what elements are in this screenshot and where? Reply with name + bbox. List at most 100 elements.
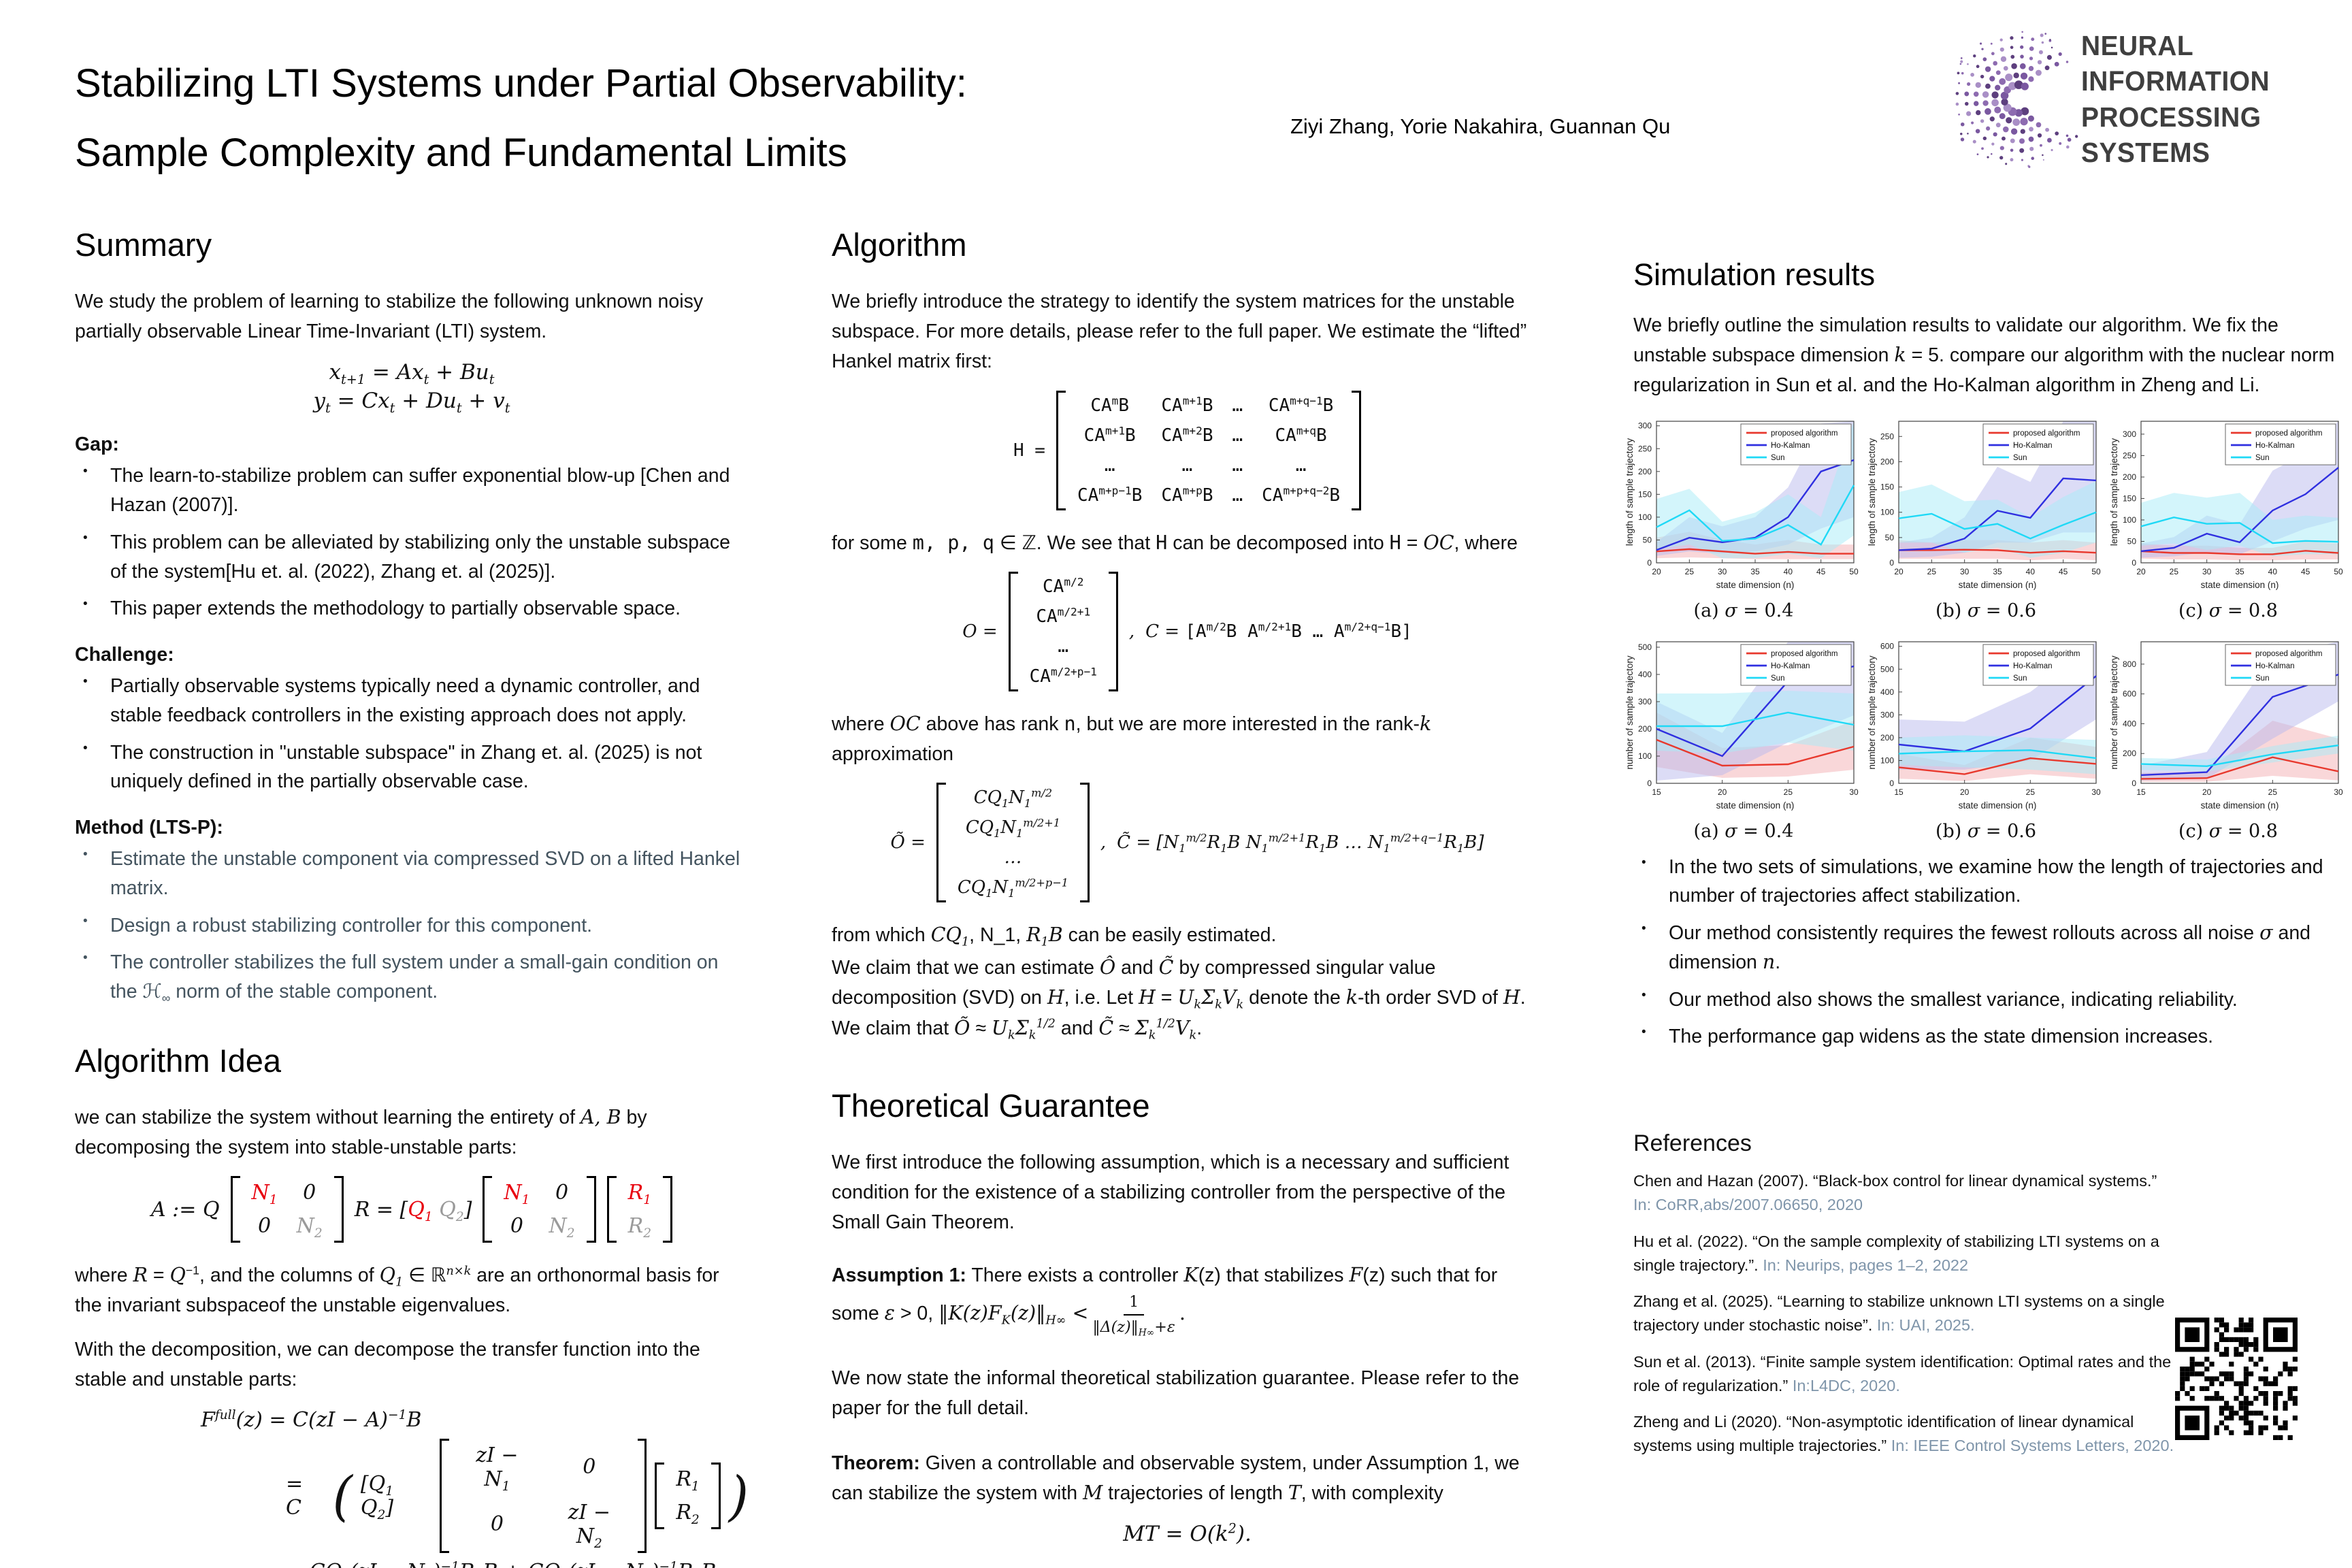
title-line2: Sample Complexity and Fundamental Limits [75,130,847,175]
simulation-intro: We briefly outline the simulation result… [1633,314,2335,397]
list-item: This problem can be alleviated by stabil… [75,528,749,587]
svg-text:length of sample trajectory: length of sample trajectory [2109,438,2119,546]
svg-text:400: 400 [1880,687,1894,696]
svg-text:proposed algorithm: proposed algorithm [1771,429,1838,438]
svg-text:proposed algorithm: proposed algorithm [2013,650,2080,658]
svg-text:25: 25 [2268,787,2278,797]
svg-text:250: 250 [2123,451,2136,460]
svg-text:30: 30 [1849,787,1859,797]
chart-cell: 15 20 25 30 0 100 200 300 400 500 proposed algorit… [1624,635,1863,851]
svg-text:100: 100 [2123,514,2136,524]
references-list: Chen and Hazan (2007). “Black-box contro… [1633,1169,2178,1458]
chart-cell: 20 25 30 35 40 45 50 0 50 100 150 200 250 proposed al… [1866,414,2106,631]
reference-entry: Sun et al. (2013). “Finite sample system… [1633,1352,2172,1394]
gap-label: Gap: [75,434,119,456]
svg-text:20: 20 [2202,787,2212,797]
svg-text:100: 100 [1638,512,1652,521]
algorithm-idea-p1: we can stabilize the system without lear… [75,1105,647,1159]
svg-text:300: 300 [1638,697,1652,706]
column-simulation: Simulation results We briefly outline th… [1624,257,2352,1471]
svg-text:Sun: Sun [2255,454,2269,462]
svg-text:50: 50 [2334,567,2343,576]
challenge-label: Challenge: [75,644,174,666]
summary-heading: Summary [75,227,212,263]
svg-text:100: 100 [1880,507,1894,517]
svg-text:25: 25 [1784,787,1793,797]
assumption-math: ‖K(z)FK(z)‖H∞ <1 ‖Δ(z)‖H∞+ε. [938,1293,1186,1337]
svg-text:Ho-Kalman: Ho-Kalman [2013,442,2053,450]
svg-text:0: 0 [2132,558,2136,568]
algorithm-idea-p3: With the decomposition, we can decompose… [75,1338,700,1390]
svg-text:15: 15 [2136,787,2146,797]
svg-text:45: 45 [2301,567,2310,576]
svg-text:800: 800 [2123,659,2136,668]
svg-text:45: 45 [1816,567,1826,576]
svg-text:0: 0 [1889,558,1894,568]
svg-text:15: 15 [1652,787,1661,797]
svg-text:0: 0 [1647,779,1652,788]
svg-text:300: 300 [1880,710,1894,719]
list-item: Our method consistently requires the few… [1633,919,2352,977]
svg-text:Ho-Kalman: Ho-Kalman [2255,442,2295,450]
chart-row-2: 15 20 25 30 0 100 200 300 400 500 proposed algorit… [1624,635,2352,851]
chart-row-1: 20 25 30 35 40 45 50 0 50 100 150 200 250 300 proposed… [1624,414,2352,631]
svg-text:200: 200 [1880,457,1894,466]
page-title: Stabilizing LTI Systems under Partial Ob… [75,49,967,187]
svg-text:45: 45 [2059,567,2068,576]
theorem-equation: MT = O(k2). [1123,1520,1252,1546]
svg-text:50: 50 [2091,567,2101,576]
svg-text:35: 35 [1993,567,2002,576]
method-list: Estimate the unstable component via comp… [75,845,749,1007]
svg-text:50: 50 [1849,567,1859,576]
svg-text:25: 25 [1927,567,1937,576]
svg-text:state dimension (n): state dimension (n) [1716,800,1795,811]
list-item: Estimate the unstable component via comp… [75,845,749,903]
svg-text:30: 30 [2091,787,2101,797]
algorithm-idea-p2: where R = Q−1, and the columns of Q1 ∈ ℝ… [75,1263,719,1317]
svg-text:20: 20 [1718,787,1727,797]
list-item: The construction in "unstable subspace" … [75,738,749,797]
svg-text:600: 600 [1880,641,1894,651]
list-item: The learn-to-stabilize problem can suffe… [75,461,749,520]
svg-text:35: 35 [1750,567,1760,576]
svg-text:Sun: Sun [2255,674,2269,683]
neurips-logo: NEURAL INFORMATION PROCESSING SYSTEMS [1955,5,2346,193]
svg-text:20: 20 [1960,787,1970,797]
summary-eq2: yt = Cxt + Dut + vt [313,389,510,416]
svg-text:200: 200 [2123,472,2136,481]
qr-code [2175,1318,2298,1440]
chart-cell: 15 20 25 30 0 100 200 300 400 500 600 proposed algo… [1866,635,2106,851]
svg-text:300: 300 [1638,421,1652,430]
svg-text:length of sample trajectory: length of sample trajectory [1624,438,1635,546]
svg-text:200: 200 [2123,749,2136,758]
theory-heading: Theoretical Guarantee [832,1087,1150,1124]
svg-text:Sun: Sun [1771,454,1784,462]
svg-text:400: 400 [1638,670,1652,679]
algorithm-idea-heading: Algorithm Idea [75,1042,282,1079]
references-section: References Chen and Hazan (2007). “Black… [1633,1130,2178,1458]
octilde-equation: Õ = CQ1N1m/2 CQ1N1m/2+1… CQ1N1m/2+p−1, C̃ = … [832,783,1543,903]
svg-text:25: 25 [1685,567,1695,576]
svg-text:200: 200 [1638,724,1652,734]
algorithm-heading: Algorithm [832,227,967,263]
svg-text:300: 300 [2123,429,2136,438]
chart-caption: (c) σ = 0.8 [2178,600,2278,621]
chart-cell: 20 25 30 35 40 45 50 0 50 100 150 200 250 300 proposed… [2108,414,2348,631]
svg-text:state dimension (n): state dimension (n) [1716,580,1795,590]
references-heading: References [1633,1130,1752,1157]
line-chart-sigma06-length: 20 25 30 35 40 45 50 0 50 100 150 200 250 proposed al… [1867,420,2101,590]
chart-cell: 15 20 25 30 0 200 400 600 800 proposed algorithm H… [2108,635,2348,851]
list-item: This paper extends the methodology to pa… [75,594,749,623]
svg-text:100: 100 [1638,751,1652,761]
line-chart-sigma04-length: 20 25 30 35 40 45 50 0 50 100 150 200 250 300 proposed… [1624,420,1859,590]
svg-text:0: 0 [2132,779,2136,788]
svg-text:30: 30 [1718,567,1727,576]
svg-text:200: 200 [1638,466,1652,476]
oc-equation: O = CAm/2 CAm/2+1… CAm/2+p−1, C = [Am/2B Am/… [832,571,1543,691]
svg-text:30: 30 [1960,567,1970,576]
svg-text:500: 500 [1880,664,1894,674]
reference-entry: Zhang et al. (2025). “Learning to stabil… [1633,1292,2165,1335]
